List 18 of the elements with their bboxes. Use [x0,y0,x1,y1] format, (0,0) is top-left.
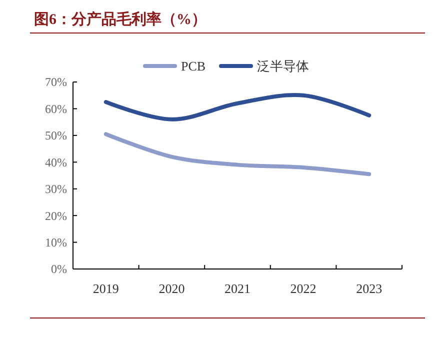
legend-label: PCB [181,58,206,74]
x-tick-label: 2023 [356,281,382,296]
x-tick-label: 2020 [158,281,185,296]
x-tick-label: 2021 [224,281,250,296]
y-tick-label: 60% [45,102,67,116]
chart-title: 图6：分产品毛利率（%） [34,10,206,28]
legend-label: 泛半导体 [257,58,309,74]
y-tick-label: 50% [45,128,67,143]
y-tick-label: 0% [51,262,67,276]
y-tick-label: 10% [45,235,67,250]
line-series [104,132,372,176]
x-tick-label: 2019 [92,281,119,296]
x-tick-label: 2022 [290,281,316,296]
y-tick-label: 40% [45,155,67,170]
line-series [104,93,372,122]
y-tick-label: 70% [45,75,67,90]
y-tick-label: 20% [45,208,67,223]
y-tick-label: 30% [45,182,67,196]
